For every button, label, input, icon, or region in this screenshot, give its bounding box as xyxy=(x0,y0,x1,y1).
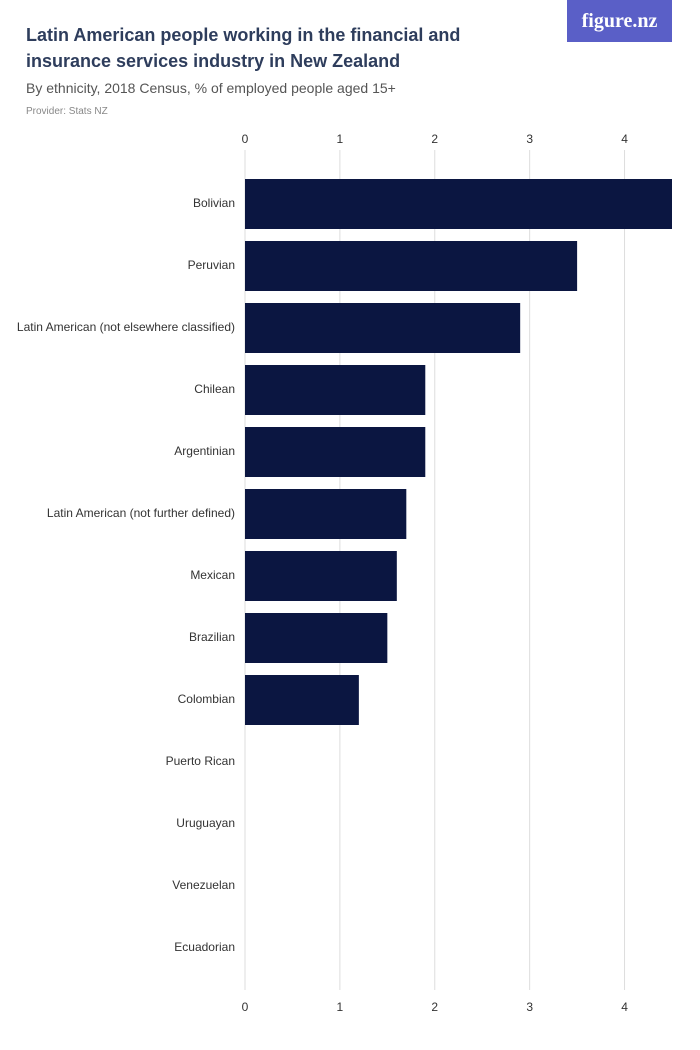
x-tick-label: 4 xyxy=(621,1000,628,1014)
bar xyxy=(245,241,578,291)
y-tick-label: Brazilian xyxy=(189,630,235,644)
bar xyxy=(245,365,426,415)
y-tick-label: Mexican xyxy=(190,568,235,582)
y-tick-label: Ecuadorian xyxy=(174,940,235,954)
x-tick-label: 3 xyxy=(526,1000,533,1014)
bar xyxy=(245,551,397,601)
bar xyxy=(245,427,426,477)
y-tick-label: Puerto Rican xyxy=(166,754,235,768)
header: Latin American people working in the fin… xyxy=(26,22,546,117)
provider: Provider: Stats NZ xyxy=(26,106,108,117)
bar xyxy=(245,489,407,539)
chart-title: Latin American people working in the fin… xyxy=(26,25,461,71)
bar xyxy=(245,303,521,353)
x-tick-label: 2 xyxy=(431,132,438,146)
bar xyxy=(245,179,672,229)
x-tick-label: 4 xyxy=(621,132,628,146)
y-tick-label: Argentinian xyxy=(174,444,235,458)
bar xyxy=(245,613,388,663)
y-tick-label: Latin American (not further defined) xyxy=(47,506,235,520)
x-tick-label: 3 xyxy=(526,132,533,146)
x-tick-label: 1 xyxy=(337,1000,344,1014)
x-tick-label: 0 xyxy=(242,1000,249,1014)
y-tick-label: Chilean xyxy=(194,382,235,396)
y-tick-label: Latin American (not elsewhere classified… xyxy=(17,320,235,334)
x-tick-label: 0 xyxy=(242,132,249,146)
y-tick-label: Venezuelan xyxy=(172,878,235,892)
logo[interactable]: figure.nz xyxy=(567,0,672,42)
y-tick-label: Uruguayan xyxy=(176,816,235,830)
y-tick-label: Peruvian xyxy=(188,258,235,272)
chart-subtitle: By ethnicity, 2018 Census, % of employed… xyxy=(26,80,396,96)
bar xyxy=(245,675,359,725)
y-tick-label: Colombian xyxy=(178,692,235,706)
x-tick-label: 2 xyxy=(431,1000,438,1014)
x-tick-label: 1 xyxy=(337,132,344,146)
y-tick-label: Bolivian xyxy=(193,196,235,210)
